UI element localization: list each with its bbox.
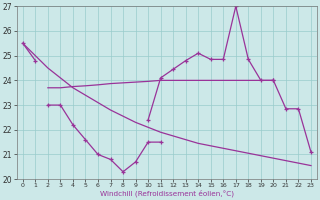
- X-axis label: Windchill (Refroidissement éolien,°C): Windchill (Refroidissement éolien,°C): [100, 190, 234, 197]
